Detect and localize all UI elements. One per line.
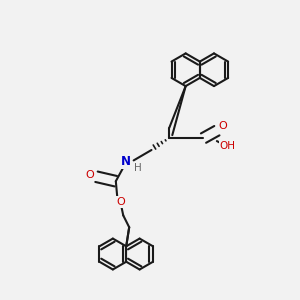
Text: OH: OH: [219, 140, 235, 151]
Text: O: O: [218, 121, 227, 131]
Text: O: O: [85, 170, 94, 180]
Text: H: H: [134, 163, 142, 173]
Text: O: O: [116, 197, 125, 207]
Text: N: N: [121, 155, 131, 168]
